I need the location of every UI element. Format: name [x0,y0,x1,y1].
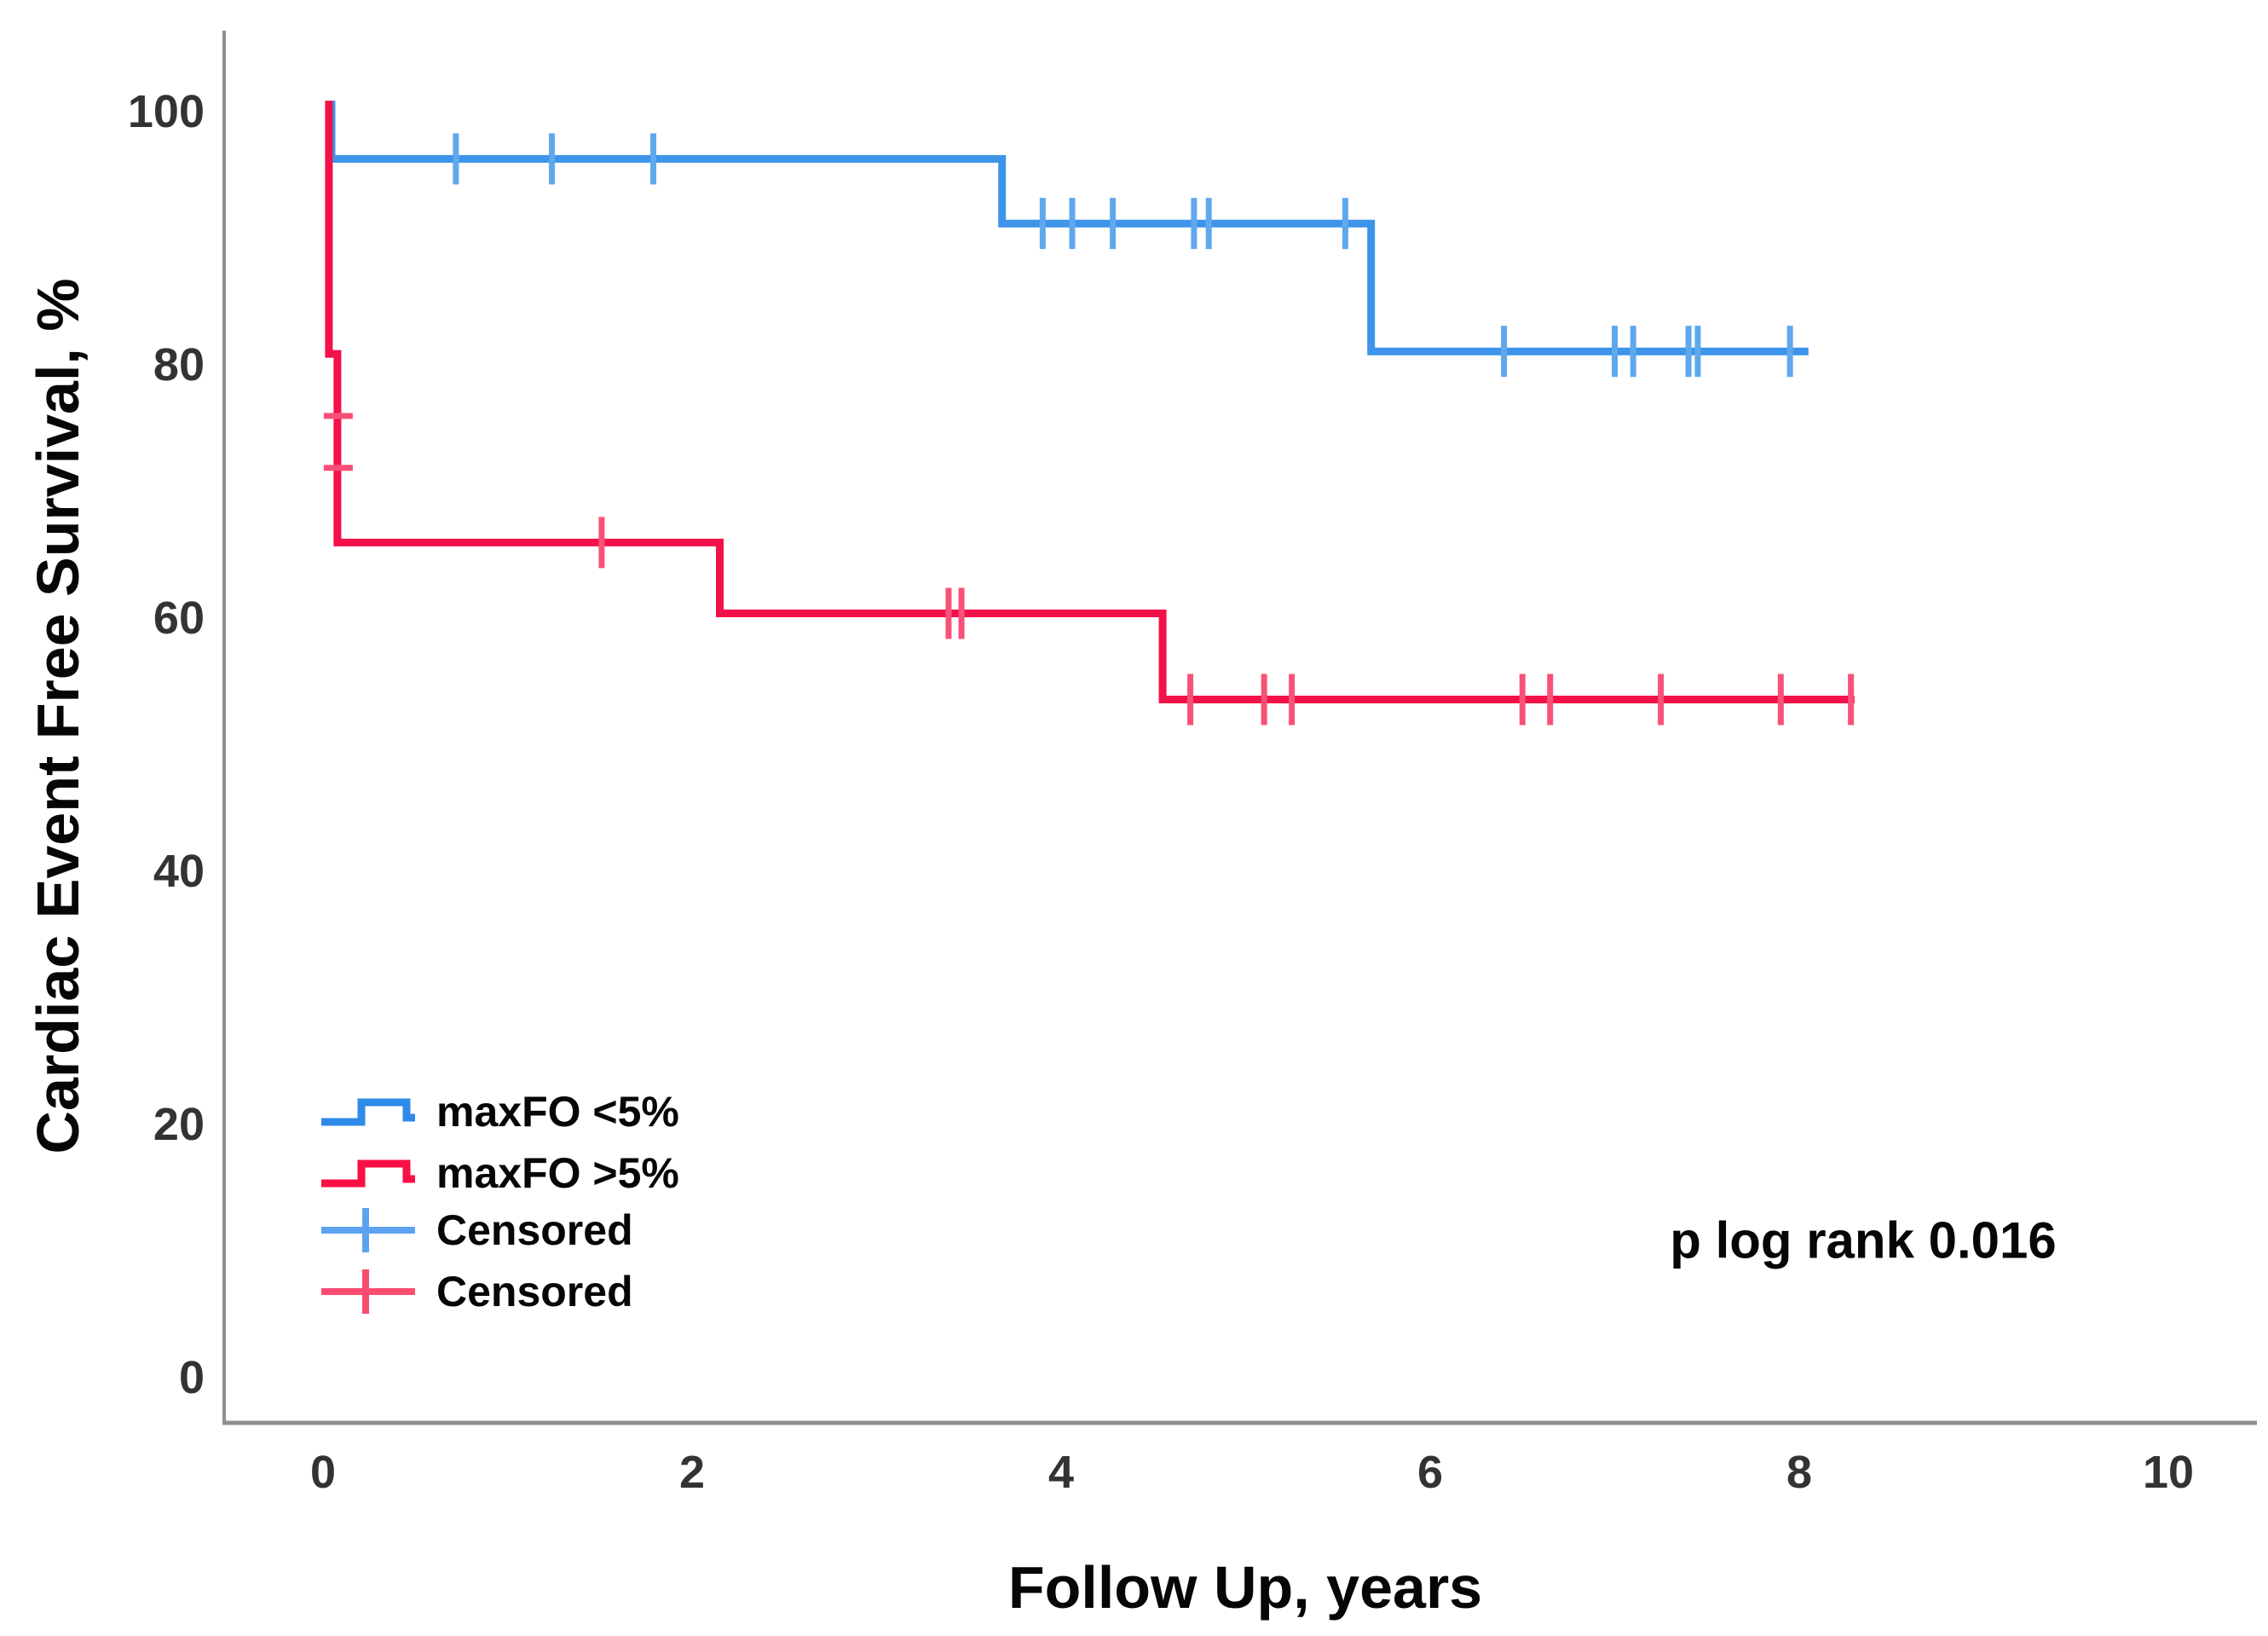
y-tick-label-80: 80 [153,339,205,390]
x-tick-label-2: 2 [679,1447,705,1498]
legend-step-swatch-0 [321,1098,415,1126]
x-tick-label-8: 8 [1786,1447,1812,1498]
x-tick-label-10: 10 [2143,1447,2194,1498]
x-tick-label-4: 4 [1048,1447,1074,1498]
x-tick-label-6: 6 [1417,1447,1443,1498]
legend-label-0: maxFO <5% [436,1088,679,1136]
y-tick-label-0: 0 [179,1352,205,1403]
y-tick-label-60: 60 [153,593,205,644]
survival-curve-maxfo-5 [325,101,1855,703]
log-rank-annotation: p log rank 0.016 [1670,1211,2057,1269]
legend-label-1: maxFO >5% [436,1149,679,1197]
y-tick-label-20: 20 [153,1099,205,1150]
x-tick-label-0: 0 [310,1447,336,1498]
legend-label-3: Censored [436,1268,633,1315]
y-axis-title: Cardiac Event Free Survival, % [25,278,91,1154]
y-tick-label-100: 100 [128,86,205,137]
legend-label-2: Censored [436,1206,633,1254]
y-tick-label-40: 40 [153,846,205,897]
x-axis-title: Follow Up, years [1007,1554,1483,1621]
legend-step-swatch-1 [321,1159,415,1188]
